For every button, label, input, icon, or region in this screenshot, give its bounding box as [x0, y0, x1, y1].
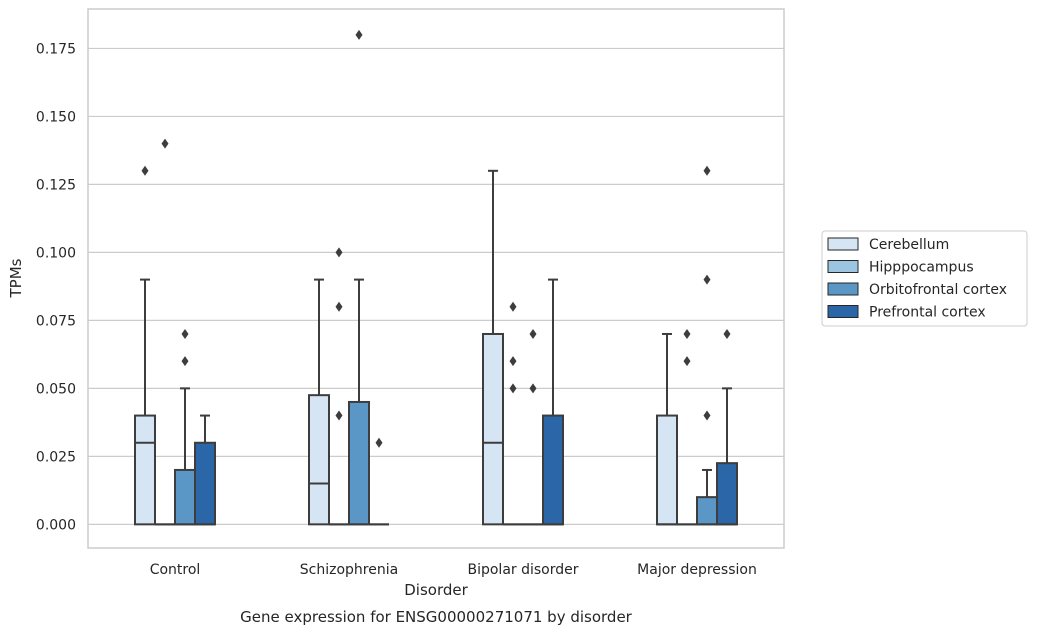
box-group	[482, 169, 504, 526]
outlier-point	[703, 274, 711, 285]
box-group	[155, 138, 175, 526]
box	[482, 332, 504, 526]
legend-label: Orbitofrontal cortex	[869, 282, 1007, 298]
outlier-point	[683, 328, 691, 339]
box-group	[696, 165, 718, 526]
legend-label: Hipppocampus	[869, 260, 974, 276]
box	[716, 462, 738, 526]
outlier-point	[181, 328, 189, 339]
legend-swatch	[827, 305, 859, 318]
box-group	[308, 278, 330, 526]
outlier-point	[355, 29, 363, 40]
box-group	[523, 328, 543, 526]
box-group	[174, 328, 196, 526]
y-tick-label: 0.000	[36, 517, 76, 533]
outlier-point	[509, 301, 517, 312]
box-group	[369, 437, 389, 526]
box	[542, 414, 564, 526]
grid-lines	[88, 47, 784, 525]
outlier-point	[181, 356, 189, 367]
outlier-point	[529, 383, 537, 394]
outlier-point	[335, 247, 343, 258]
y-tick-labels: 0.000 0.025 0.050 0.075 0.100 0.125 0.150 0.175	[36, 41, 76, 533]
outlier-point	[683, 356, 691, 367]
y-tick-label: 0.050	[36, 381, 76, 397]
x-tick-labels: Control Schizophrenia Bipolar disorder Majo…	[150, 562, 757, 578]
y-tick-label: 0.125	[36, 177, 76, 193]
box	[696, 496, 718, 526]
legend-swatch	[827, 237, 859, 251]
box-group	[134, 165, 156, 526]
x-tick-label: Major depression	[637, 562, 757, 578]
y-tick-label: 0.150	[36, 109, 76, 125]
box-group	[503, 301, 523, 526]
legend-swatch	[827, 282, 859, 296]
box	[348, 400, 370, 526]
x-axis-label: Disorder	[404, 581, 468, 599]
box	[134, 414, 156, 526]
box	[174, 468, 196, 526]
plot-frame	[87, 8, 785, 549]
outlier-point	[335, 301, 343, 312]
y-tick-label: 0.100	[36, 245, 76, 261]
box-group	[194, 414, 216, 526]
box-group	[677, 328, 697, 526]
box-group	[348, 29, 370, 526]
box-plot-boxes	[134, 29, 738, 526]
y-tick-label: 0.025	[36, 449, 76, 465]
box-group	[329, 247, 349, 526]
box	[308, 394, 330, 526]
outlier-point	[529, 328, 537, 339]
outlier-point	[703, 410, 711, 421]
y-tick-label: 0.075	[36, 313, 76, 329]
legend-label: Cerebellum	[869, 237, 949, 253]
chart-caption: Gene expression for ENSG00000271071 by d…	[240, 608, 633, 626]
legend-label: Prefrontal cortex	[869, 305, 986, 321]
outlier-point	[509, 383, 517, 394]
outlier-point	[375, 437, 383, 448]
y-axis-label: TPMs	[7, 258, 25, 298]
outlier-point	[141, 165, 149, 176]
box	[656, 414, 678, 526]
x-tick-label: Bipolar disorder	[467, 562, 578, 578]
y-tick-label: 0.175	[36, 41, 76, 57]
legend-swatch	[827, 260, 859, 273]
x-tick-label: Schizophrenia	[300, 562, 398, 578]
x-tick-label: Control	[150, 562, 201, 578]
outlier-point	[335, 410, 343, 421]
box-group	[716, 328, 738, 526]
box-group	[656, 332, 678, 526]
legend: Cerebellum Hipppocampus Orbitofrontal cort…	[821, 230, 1028, 327]
box-group	[542, 278, 564, 526]
legend-frame	[821, 230, 1028, 327]
outlier-point	[509, 356, 517, 367]
outlier-point	[161, 138, 169, 149]
outlier-point	[703, 165, 711, 176]
outlier-point	[723, 328, 731, 339]
box	[194, 441, 216, 526]
